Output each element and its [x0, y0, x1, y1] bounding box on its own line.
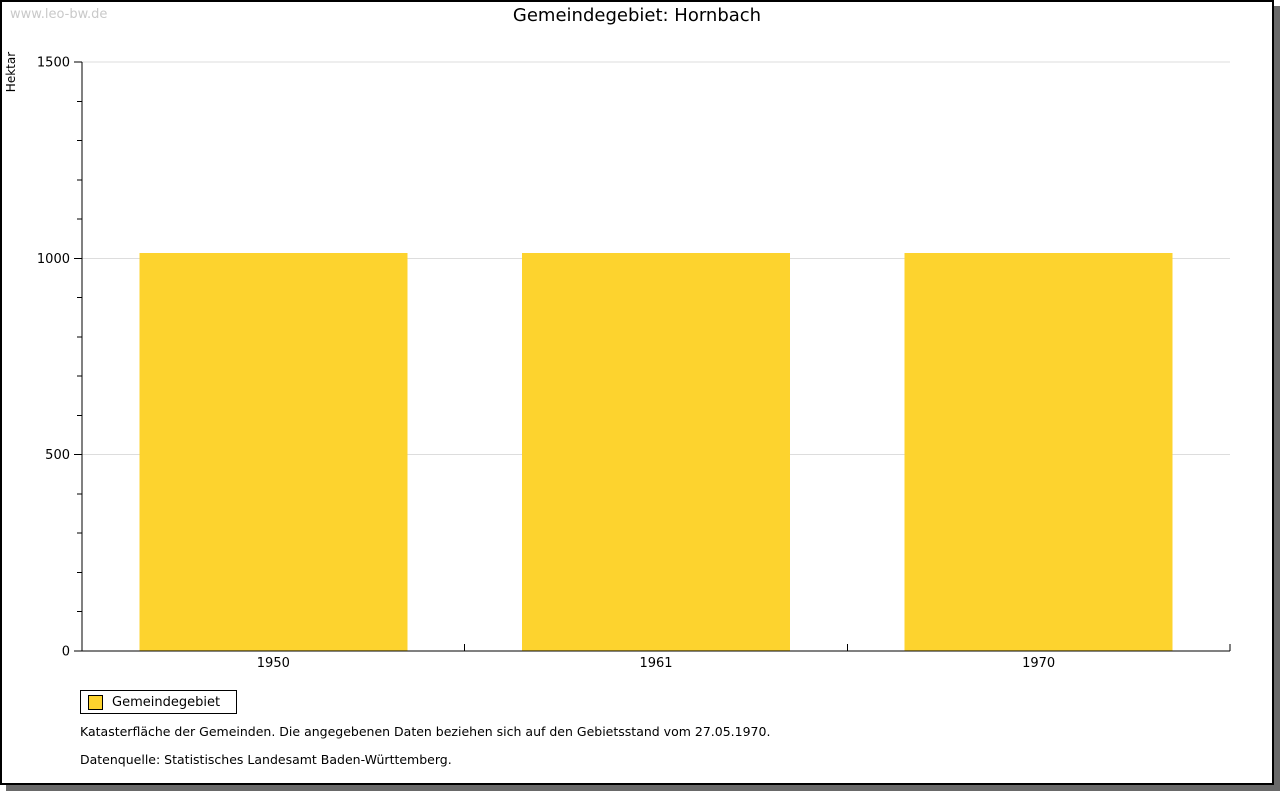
page-title: Gemeindegebiet: Hornbach — [512, 5, 762, 26]
bar-1961 — [522, 253, 790, 651]
footnote-gebietsstand: Katasterfläche der Gemeinden. Die angege… — [80, 724, 771, 739]
legend-label: Gemeindegebiet — [112, 694, 221, 710]
watermark: www.leo-bw.de — [10, 7, 108, 22]
footnote-datenquelle: Datenquelle: Statistisches Landesamt Bad… — [80, 752, 452, 767]
x-tick-label-1950: 1950 — [257, 656, 290, 671]
y-tick-label-0: 0 — [62, 645, 70, 660]
bar-chart: 0 500 1000 1500 1950 1961 1970 — [37, 56, 1231, 671]
x-tick-label-1970: 1970 — [1022, 656, 1055, 671]
x-tick-label-1961: 1961 — [639, 656, 672, 671]
bar-1970 — [904, 253, 1173, 651]
legend: Gemeindegebiet — [80, 690, 238, 714]
legend-swatch — [88, 694, 103, 710]
y-tick-label-1000: 1000 — [37, 252, 70, 267]
y-tick-label-500: 500 — [45, 448, 70, 463]
bar-1950 — [139, 253, 408, 651]
y-tick-label-1500: 1500 — [37, 56, 70, 71]
